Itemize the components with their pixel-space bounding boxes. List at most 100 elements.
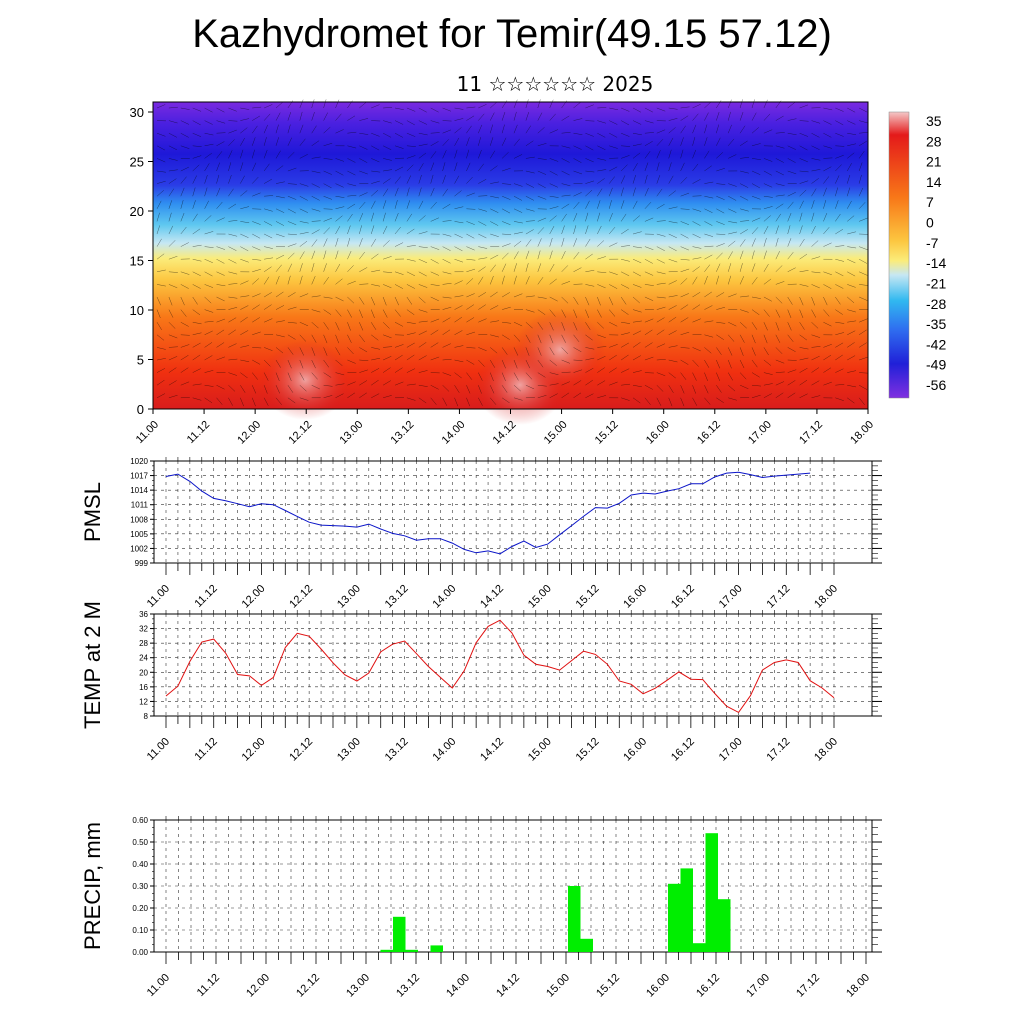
wind-barb xyxy=(704,397,711,405)
wind-barb xyxy=(263,292,272,298)
wind-barb xyxy=(680,268,690,273)
wind-barb xyxy=(621,145,631,147)
wind-barb xyxy=(716,221,725,225)
wind-barb xyxy=(859,356,868,361)
wind-barb xyxy=(811,212,815,222)
wind-barb xyxy=(716,359,721,369)
wind-barb xyxy=(406,342,415,348)
wind-barb xyxy=(680,347,690,349)
y-tick-label: 8 xyxy=(144,712,149,721)
wind-barb xyxy=(561,381,570,386)
wind-barb xyxy=(156,334,165,341)
wind-barb xyxy=(656,220,666,222)
x-tick-label: 17.12 xyxy=(764,583,792,611)
wind-barb xyxy=(549,195,559,198)
wind-barb xyxy=(192,175,197,184)
wind-barb xyxy=(252,269,261,273)
wind-barb xyxy=(264,347,273,351)
wind-barb xyxy=(371,284,381,287)
wind-barb xyxy=(204,309,214,313)
wind-barb xyxy=(192,309,201,316)
wind-barb xyxy=(775,170,784,176)
x-tick-label: 14.00 xyxy=(430,736,458,764)
wind-barb xyxy=(739,372,747,380)
wind-barb xyxy=(228,175,232,184)
wind-barb xyxy=(692,103,701,109)
wind-barb xyxy=(502,306,511,310)
wind-barb xyxy=(204,320,214,323)
colorbar-label: 35 xyxy=(926,113,942,129)
wind-barb xyxy=(621,321,631,324)
wind-barb xyxy=(466,397,471,407)
wind-barb xyxy=(775,347,783,354)
wind-barb xyxy=(501,137,507,146)
wind-barb xyxy=(585,368,594,373)
wind-barb xyxy=(811,284,820,289)
wind-barb xyxy=(751,250,755,260)
wind-barb xyxy=(418,330,428,336)
colorbar-label: -56 xyxy=(926,377,946,393)
wind-barb xyxy=(299,372,305,381)
wind-barb xyxy=(490,305,499,310)
wind-barb xyxy=(454,397,459,407)
wind-barb xyxy=(359,158,368,163)
wind-barb xyxy=(727,372,733,381)
x-tick-label: 15.12 xyxy=(594,972,622,1000)
wind-barb xyxy=(775,115,784,121)
wind-barb xyxy=(275,221,285,226)
x-tick-label: 12.00 xyxy=(240,583,268,611)
wind-barb xyxy=(466,176,473,184)
wind-barb xyxy=(489,275,494,285)
wind-barb xyxy=(204,258,213,264)
wind-barb xyxy=(192,187,196,197)
wind-barb xyxy=(609,166,618,172)
wind-barb xyxy=(597,169,607,172)
wind-barb xyxy=(739,276,745,285)
wind-barb xyxy=(478,266,486,273)
wind-barb xyxy=(692,304,701,310)
wind-barb xyxy=(490,254,499,260)
wind-barb xyxy=(466,359,475,365)
wind-barb xyxy=(656,343,666,348)
wind-barb xyxy=(858,162,863,172)
wind-barb xyxy=(620,309,629,315)
wind-barb xyxy=(847,152,855,159)
wind-barb xyxy=(656,385,664,392)
colorbar-label: -28 xyxy=(926,296,946,312)
y-tick-label: 1020 xyxy=(130,457,148,466)
wind-barb xyxy=(323,195,333,200)
wind-barb xyxy=(454,190,462,197)
wind-barb xyxy=(775,281,785,285)
wind-barb xyxy=(442,233,452,237)
wind-barb xyxy=(620,368,630,373)
wind-barb xyxy=(251,397,256,407)
wind-barb xyxy=(180,200,184,209)
wind-barb xyxy=(251,385,257,394)
wind-barb xyxy=(359,283,369,285)
wind-barb xyxy=(335,99,340,109)
wind-barb xyxy=(847,384,857,388)
wind-barb xyxy=(620,164,628,172)
precip-bar xyxy=(568,886,581,952)
wind-barb xyxy=(287,321,297,324)
wind-barb xyxy=(859,318,868,323)
wind-barb xyxy=(704,334,714,338)
wind-barb xyxy=(299,195,308,201)
wind-barb xyxy=(347,280,356,285)
wind-barb xyxy=(370,212,374,222)
wind-barb xyxy=(823,187,827,197)
wind-barb xyxy=(168,212,172,222)
wind-barb xyxy=(739,347,744,356)
wind-barb xyxy=(668,295,678,298)
wind-barb xyxy=(644,296,654,301)
wind-barb xyxy=(716,137,721,146)
wind-barb xyxy=(156,170,166,173)
wind-barb xyxy=(466,233,475,239)
wind-barb xyxy=(252,246,261,251)
wind-barb xyxy=(382,240,390,247)
wind-barb xyxy=(573,380,582,386)
wind-barb xyxy=(347,381,356,386)
wind-barb xyxy=(466,258,476,261)
wind-barb xyxy=(609,284,618,289)
wind-barb xyxy=(311,322,319,329)
